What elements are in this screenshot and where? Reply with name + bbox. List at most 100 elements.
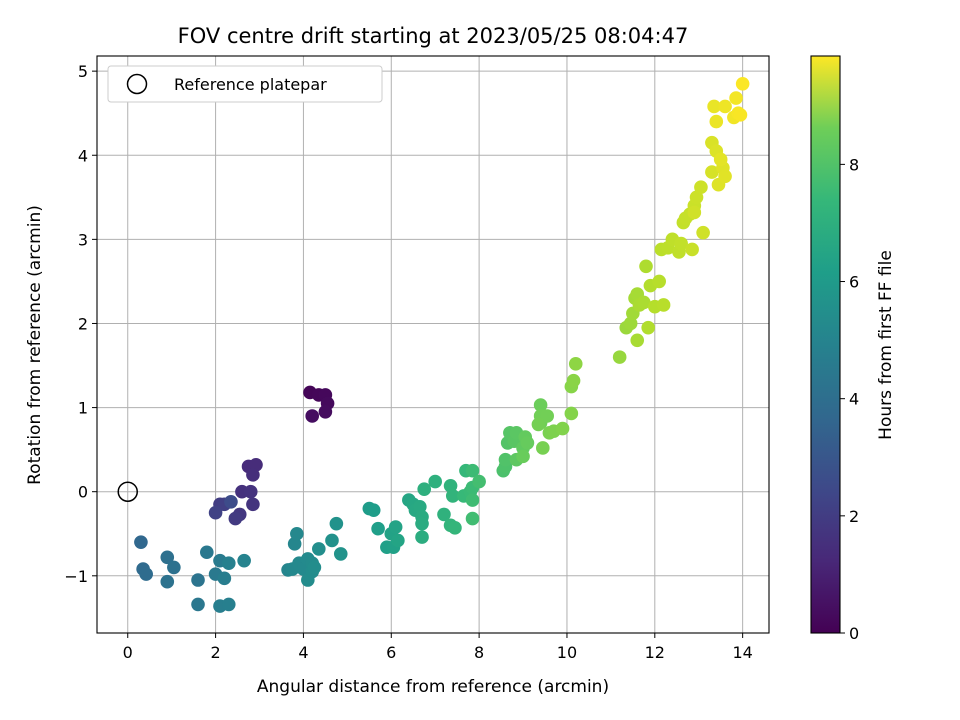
- data-point: [612, 350, 627, 364]
- colorbar-tick-label: 6: [849, 273, 859, 292]
- x-tick-label: 2: [210, 643, 220, 662]
- data-point: [415, 516, 429, 531]
- y-axis-ticks: −1 0 1 2 3 4 5: [64, 62, 97, 586]
- data-point: [221, 556, 236, 570]
- reference-marker: [117, 481, 138, 502]
- data-point: [465, 493, 480, 507]
- data-point: [246, 468, 260, 482]
- data-point: [637, 295, 651, 310]
- y-tick-label: 2: [78, 314, 88, 333]
- data-point: [428, 474, 442, 489]
- data-point: [533, 398, 548, 412]
- data-point: [287, 537, 302, 551]
- y-tick-label: 0: [78, 483, 88, 502]
- data-point: [713, 152, 728, 167]
- data-point: [656, 298, 671, 312]
- x-tick-label: 10: [557, 643, 577, 662]
- colorbar-gradient: [810, 55, 841, 634]
- data-point: [413, 500, 427, 514]
- data-point: [371, 521, 385, 536]
- data-point: [217, 571, 232, 586]
- data-point: [318, 404, 333, 419]
- x-tick-label: 0: [123, 643, 133, 662]
- data-point: [388, 520, 403, 534]
- x-axis-label: Angular distance from reference (arcmin): [257, 677, 609, 697]
- data-point: [685, 242, 699, 257]
- data-point: [709, 114, 724, 129]
- data-point: [674, 236, 688, 251]
- chart-title: FOV centre drift starting at 2023/05/25 …: [178, 24, 689, 48]
- legend-reference-marker: [126, 73, 148, 95]
- data-point: [555, 421, 570, 436]
- data-point: [729, 91, 743, 105]
- data-point: [160, 550, 175, 565]
- data-point: [718, 169, 732, 184]
- data-point: [167, 560, 181, 575]
- data-point: [391, 533, 405, 548]
- data-point: [366, 503, 381, 517]
- data-point: [696, 225, 710, 240]
- data-point: [445, 489, 460, 503]
- data-point: [307, 560, 322, 575]
- y-tick-label: 5: [78, 62, 88, 81]
- data-point: [516, 449, 530, 464]
- data-point: [733, 108, 748, 122]
- y-tick-label: 3: [78, 230, 88, 249]
- data-point: [448, 521, 462, 535]
- data-point: [531, 417, 546, 432]
- data-point: [333, 547, 348, 561]
- data-point: [623, 316, 638, 331]
- data-point: [437, 507, 451, 522]
- data-point: [498, 452, 513, 467]
- data-point: [694, 180, 708, 195]
- x-axis-ticks: 0 2 4 6 8 10 12 14: [123, 633, 753, 662]
- data-point: [312, 542, 326, 556]
- colorbar-tick-label: 8: [849, 155, 859, 174]
- data-point: [200, 545, 214, 560]
- data-point: [191, 573, 205, 587]
- data-point: [139, 567, 153, 581]
- data-point: [639, 259, 653, 274]
- legend: Reference platepar: [107, 65, 383, 103]
- data-point: [687, 205, 702, 220]
- data-point: [228, 511, 243, 526]
- data-point: [707, 99, 721, 114]
- x-tick-label: 8: [474, 643, 484, 662]
- x-tick-label: 12: [645, 643, 665, 662]
- data-point: [290, 526, 304, 541]
- data-point: [208, 505, 223, 520]
- y-tick-label: −1: [64, 567, 88, 586]
- colorbar-tick-label: 2: [849, 507, 859, 526]
- data-point: [243, 484, 258, 499]
- data-point: [221, 597, 236, 612]
- data-point: [564, 406, 579, 421]
- colorbar-tick-label: 0: [849, 624, 859, 643]
- data-point: [520, 436, 535, 450]
- data-point: [305, 409, 320, 423]
- legend-box: [107, 65, 383, 103]
- data-point: [641, 320, 656, 335]
- data-point: [329, 516, 344, 531]
- data-point: [325, 533, 339, 548]
- colorbar-tick-label: 4: [849, 390, 859, 409]
- y-tick-label: 1: [78, 399, 88, 418]
- legend-label: Reference platepar: [174, 75, 327, 94]
- x-tick-label: 4: [298, 643, 308, 662]
- data-point: [705, 165, 719, 179]
- data-point: [465, 463, 480, 478]
- data-point: [160, 574, 175, 589]
- y-axis-label: Rotation from reference (arcmin): [25, 205, 45, 485]
- data-point: [415, 530, 429, 544]
- x-tick-label: 14: [732, 643, 752, 662]
- data-point: [735, 76, 750, 91]
- data-point: [417, 482, 432, 496]
- data-point: [465, 511, 480, 526]
- colorbar-label: Hours from first FF file: [876, 250, 896, 440]
- plot-frame: [96, 55, 770, 634]
- data-point: [443, 479, 458, 493]
- data-point: [246, 497, 260, 512]
- data-point: [718, 99, 732, 114]
- data-point: [652, 274, 666, 289]
- data-point: [536, 441, 550, 455]
